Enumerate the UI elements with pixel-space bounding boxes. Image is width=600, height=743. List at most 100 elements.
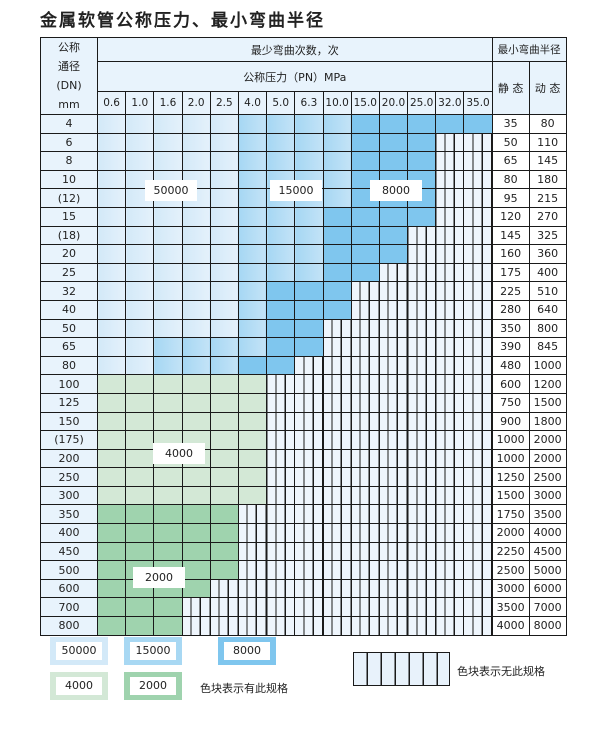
- cell-2000: [209, 504, 239, 525]
- cell-unavailable: [435, 132, 465, 153]
- cell-unavailable: [378, 355, 409, 376]
- table-row: 400 2000 4000: [40, 523, 567, 543]
- dynamic-radius: 4500: [528, 541, 567, 562]
- cell-unavailable: [435, 206, 465, 227]
- cell-unavailable: [350, 578, 380, 599]
- cell-unavailable: [237, 504, 268, 525]
- cell-2000: [153, 541, 183, 562]
- cell-unavailable: [322, 411, 352, 432]
- static-radius: 600: [491, 374, 530, 394]
- cell-unavailable: [350, 318, 380, 339]
- table-row: 300 1500 3000: [40, 485, 567, 506]
- cell-unavailable: [181, 597, 211, 618]
- cell-unavailable: [463, 132, 493, 153]
- cell-2000: [181, 560, 211, 580]
- static-radius: 225: [491, 281, 530, 301]
- cell-50000: [181, 262, 211, 283]
- cell-8000: [407, 132, 437, 153]
- cell-15000: [237, 225, 268, 246]
- cell-unavailable: [378, 560, 409, 580]
- table-row: (18) 145 325: [40, 225, 567, 246]
- dn-header-line: (DN): [56, 79, 82, 92]
- cell-50000: [209, 114, 239, 134]
- dynamic-radius: 1200: [528, 374, 567, 394]
- cell-50000: [96, 355, 127, 376]
- dynamic-radius: 80: [528, 114, 567, 134]
- cell-unavailable: [407, 485, 437, 506]
- cell-15000: [322, 114, 352, 134]
- dn-value: 350: [40, 504, 98, 525]
- cell-8000: [266, 318, 296, 339]
- cell-unavailable: [435, 281, 465, 301]
- table-row: 100 600 1200: [40, 374, 567, 394]
- cell-unavailable: [435, 578, 465, 599]
- cell-unavailable: [463, 541, 493, 562]
- cell-50000: [153, 114, 183, 134]
- cell-unavailable: [294, 467, 324, 487]
- cell-15000: [237, 318, 268, 339]
- cell-50000: [209, 206, 239, 227]
- cell-unavailable: [435, 151, 465, 171]
- dn-header-line: 通径: [58, 60, 80, 73]
- cell-8000: [350, 206, 380, 227]
- cell-4000: [153, 411, 183, 432]
- cell-unavailable: [407, 355, 437, 376]
- region-label-50000: 50000: [145, 180, 197, 201]
- dynamic-radius: 3500: [528, 504, 567, 525]
- cell-unavailable: [435, 467, 465, 487]
- cell-8000: [322, 299, 352, 320]
- cell-unavailable: [294, 504, 324, 525]
- cell-50000: [153, 225, 183, 246]
- cell-50000: [96, 225, 127, 246]
- static-header: 静 态: [491, 61, 530, 115]
- cell-15000: [237, 244, 268, 264]
- cell-2000: [96, 504, 127, 525]
- pressure-col-header: 20.0: [378, 91, 409, 115]
- cell-8000: [322, 225, 352, 246]
- cell-50000: [125, 206, 155, 227]
- cell-unavailable: [463, 281, 493, 301]
- cell-unavailable: [378, 318, 409, 339]
- page-title: 金属软管公称压力、最小弯曲半径: [40, 11, 325, 31]
- cell-15000: [266, 244, 296, 264]
- cell-unavailable: [350, 560, 380, 580]
- cell-4000: [209, 430, 239, 450]
- cell-unavailable: [350, 430, 380, 450]
- dn-value: 8: [40, 151, 98, 171]
- cell-unavailable: [322, 578, 352, 599]
- spec-table: 公称 通径 (DN) mm 最少弯曲次数，次 最小弯曲半径 公称压力（PN）MPa 静…: [40, 37, 567, 636]
- table-row: 600 3000 6000: [40, 578, 567, 599]
- dn-value: 4: [40, 114, 98, 134]
- pressure-col-header: 6.3: [294, 91, 324, 115]
- cell-unavailable: [463, 578, 493, 599]
- cell-4000: [209, 467, 239, 487]
- cell-50000: [96, 206, 127, 227]
- cell-2000: [209, 541, 239, 562]
- cell-unavailable: [294, 560, 324, 580]
- cell-4000: [237, 467, 268, 487]
- dynamic-radius: 1800: [528, 411, 567, 432]
- cell-8000: [266, 281, 296, 301]
- dn-header-line: mm: [58, 98, 80, 111]
- cell-50000: [96, 337, 127, 357]
- cell-4000: [96, 485, 127, 506]
- cell-unavailable: [463, 523, 493, 543]
- cell-unavailable: [435, 560, 465, 580]
- static-radius: 480: [491, 355, 530, 376]
- cell-8000: [266, 355, 296, 376]
- cell-4000: [96, 467, 127, 487]
- cell-50000: [96, 262, 127, 283]
- region-label-8000: 8000: [370, 180, 422, 201]
- cell-2000: [125, 504, 155, 525]
- dynamic-radius: 2500: [528, 467, 567, 487]
- pressure-col-header: 0.6: [96, 91, 127, 115]
- table-row: 8 65 145: [40, 151, 567, 171]
- dynamic-radius: 1000: [528, 355, 567, 376]
- table-row: 25 175 400: [40, 262, 567, 283]
- table-row: 700 3500 7000: [40, 597, 567, 618]
- cell-8000: [378, 244, 409, 264]
- cell-2000: [96, 597, 127, 618]
- cell-2000: [181, 523, 211, 543]
- cell-8000: [435, 114, 465, 134]
- cell-50000: [209, 225, 239, 246]
